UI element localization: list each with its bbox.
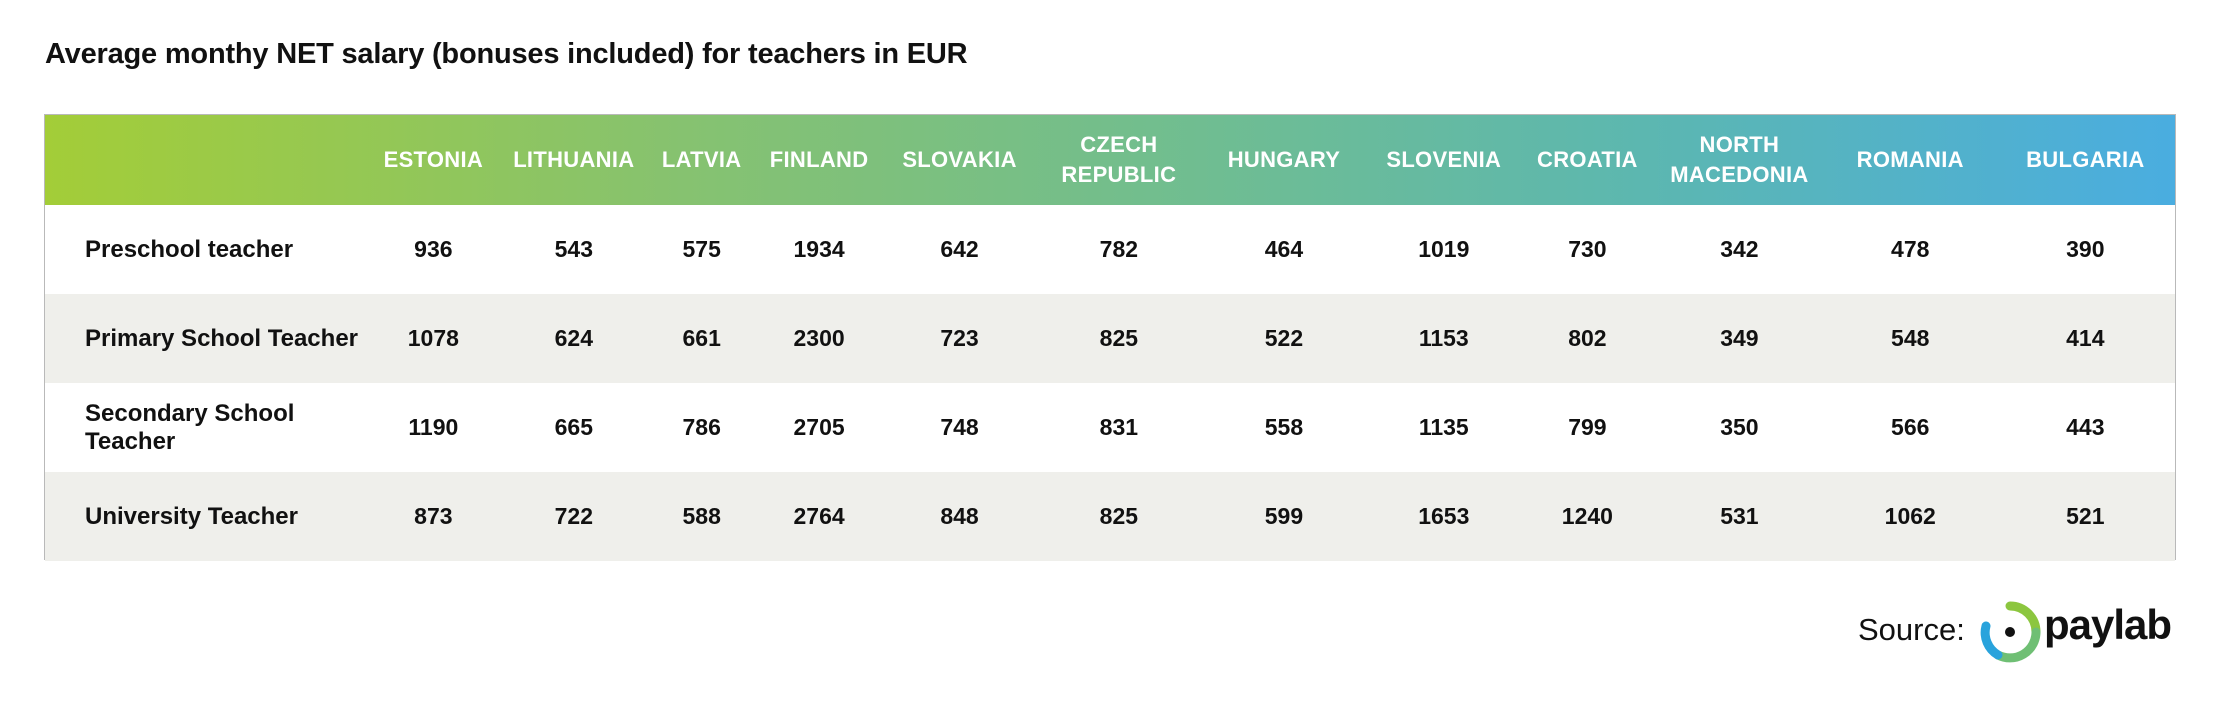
salary-value-cell: 825 xyxy=(1099,503,1139,529)
salary-value-cell: 661 xyxy=(682,325,721,351)
row-label: Secondary School Teacher xyxy=(85,399,295,455)
salary-value-cell: 831 xyxy=(1099,414,1139,440)
salary-value-cell: 531 xyxy=(1720,503,1759,529)
chart-title: Average monthy NET salary (bonuses inclu… xyxy=(45,38,968,70)
salary-value-cell: 390 xyxy=(2066,236,2105,262)
column-header: SLOVENIA xyxy=(1386,147,1502,172)
table-header-row: ESTONIA LITHUANIA LATVIA FINLAND SLOVAKIA CZE… xyxy=(45,115,2175,205)
salary-value-cell: 782 xyxy=(1099,236,1139,262)
salary-value-cell: 443 xyxy=(2066,414,2105,440)
column-header: ROMANIA xyxy=(1856,147,1964,172)
salary-value-cell: 722 xyxy=(554,503,593,529)
salary-value-cell: 786 xyxy=(682,414,721,440)
salary-value-cell: 2764 xyxy=(793,503,845,529)
table-row: Secondary School Teacher 1190 665 786 2705 74… xyxy=(45,383,2175,472)
row-label: Preschool teacher xyxy=(85,235,294,263)
salary-value-cell: 730 xyxy=(1568,236,1607,262)
salary-value-cell: 723 xyxy=(940,325,979,351)
table-row: Preschool teacher 936 543 575 1934 642 782 464 1… xyxy=(45,205,2175,294)
salary-value-cell: 521 xyxy=(2066,503,2105,529)
salary-value-cell: 543 xyxy=(554,236,593,262)
salary-value-cell: 464 xyxy=(1264,236,1304,262)
salary-value-cell: 522 xyxy=(1264,325,1304,351)
salary-value-cell: 1153 xyxy=(1418,325,1469,351)
salary-value-cell: 2300 xyxy=(793,325,845,351)
salary-value-cell: 566 xyxy=(1891,414,1930,440)
salary-value-cell: 558 xyxy=(1264,414,1304,440)
salary-value-cell: 414 xyxy=(2066,325,2105,351)
column-header: SLOVAKIA xyxy=(902,147,1017,172)
salary-value-cell: 1934 xyxy=(793,236,845,262)
column-header: BULGARIA xyxy=(2026,147,2145,172)
table-body: Preschool teacher 936 543 575 1934 642 782 464 1… xyxy=(45,205,2175,561)
salary-value-cell: 599 xyxy=(1264,503,1304,529)
table-row: University Teacher 873 722 588 2764 848 825 599… xyxy=(45,472,2175,561)
source-label: Source: xyxy=(1858,612,1965,647)
salary-value-cell: 642 xyxy=(940,236,979,262)
salary-value-cell: 575 xyxy=(682,236,721,262)
column-header: CROATIA xyxy=(1537,147,1638,172)
salary-value-cell: 1135 xyxy=(1418,414,1469,440)
row-label: Primary School Teacher xyxy=(85,324,358,352)
column-header: LATVIA xyxy=(661,147,742,172)
salary-value-cell: 349 xyxy=(1720,325,1759,351)
salary-value-cell: 799 xyxy=(1568,414,1607,440)
salary-value-cell: 1190 xyxy=(408,414,459,440)
column-header: LITHUANIA xyxy=(513,147,635,172)
paylab-wordmark: paylab xyxy=(2044,601,2172,648)
header-corner-cell xyxy=(45,115,367,205)
table-row: Primary School Teacher 1078 624 661 2300 723 8… xyxy=(45,294,2175,383)
salary-value-cell: 588 xyxy=(682,503,721,529)
salary-table-container: ESTONIA LITHUANIA LATVIA FINLAND SLOVAKIA CZE… xyxy=(44,114,2176,561)
salary-value-cell: 848 xyxy=(940,503,979,529)
salary-value-cell: 936 xyxy=(414,236,453,262)
salary-value-cell: 1062 xyxy=(1884,503,1936,529)
salary-value-cell: 665 xyxy=(554,414,593,440)
salary-value-cell: 825 xyxy=(1099,325,1139,351)
salary-value-cell: 873 xyxy=(414,503,453,529)
salary-value-cell: 342 xyxy=(1720,236,1759,262)
salary-value-cell: 1078 xyxy=(407,325,459,351)
salary-value-cell: 1653 xyxy=(1418,503,1470,529)
column-header: FINLAND xyxy=(769,147,869,172)
salary-value-cell: 624 xyxy=(554,325,593,351)
salary-table: ESTONIA LITHUANIA LATVIA FINLAND SLOVAKIA CZE… xyxy=(45,115,2175,561)
salary-value-cell: 1240 xyxy=(1561,503,1613,529)
row-label: University Teacher xyxy=(85,502,298,530)
salary-value-cell: 1019 xyxy=(1418,236,1470,262)
column-header: CZECH REPUBLIC xyxy=(1061,132,1177,187)
salary-value-cell: 478 xyxy=(1891,236,1930,262)
salary-value-cell: 350 xyxy=(1720,414,1759,440)
paylab-logo-icon xyxy=(1980,601,2041,663)
column-header: ESTONIA xyxy=(383,147,484,172)
salary-value-cell: 802 xyxy=(1568,325,1607,351)
salary-value-cell: 548 xyxy=(1891,325,1930,351)
column-header: NORTH MACEDONIA xyxy=(1670,132,1809,187)
salary-value-cell: 748 xyxy=(940,414,979,440)
salary-value-cell: 2705 xyxy=(793,414,845,440)
column-header: HUNGARY xyxy=(1227,147,1341,172)
